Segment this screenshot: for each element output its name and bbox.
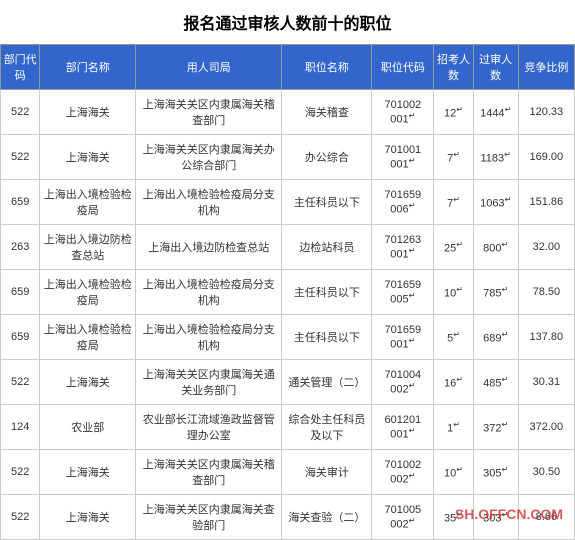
cell-poscode: 601201001↵ [372, 405, 434, 450]
cell-deptname: 上海出入境检验检疫局 [40, 315, 136, 360]
cell-deptname: 上海海关 [40, 495, 136, 540]
cell-position: 通关管理（二） [282, 360, 372, 405]
cell-recruit: 12↵ [434, 90, 473, 135]
cell-bureau: 上海海关关区内隶属海关查验部门 [136, 495, 282, 540]
cell-poscode: 701004002↵ [372, 360, 434, 405]
cell-position: 主任科员以下 [282, 180, 372, 225]
cell-ratio: 372.00 [518, 405, 574, 450]
table-row: 659上海出入境检验检疫局上海出入境检验检疫局分支机构主任科员以下7016590… [1, 180, 575, 225]
table-row: 522上海海关上海海关关区内隶属海关稽查部门海关稽查701002001↵12↵1… [1, 90, 575, 135]
cell-pass: 800↵ [473, 225, 518, 270]
table-row: 263上海出入境边防检查总站上海出入境边防检查总站边检站科员701263001↵… [1, 225, 575, 270]
cell-ratio: 30.31 [518, 360, 574, 405]
cell-ratio: 169.00 [518, 135, 574, 180]
col-header-deptname: 部门名称 [40, 45, 136, 90]
cell-ratio: 78.50 [518, 270, 574, 315]
cell-deptname: 上海海关 [40, 135, 136, 180]
cell-bureau: 上海海关关区内隶属海关通关业务部门 [136, 360, 282, 405]
cell-recruit: 7↵ [434, 180, 473, 225]
cell-deptcode: 263 [1, 225, 40, 270]
cell-deptcode: 522 [1, 90, 40, 135]
cell-bureau: 上海海关关区内隶属海关稽查部门 [136, 450, 282, 495]
cell-recruit: 25↵ [434, 225, 473, 270]
cell-deptcode: 522 [1, 135, 40, 180]
table-row: 659上海出入境检验检疫局上海出入境检验检疫局分支机构主任科员以下7016590… [1, 315, 575, 360]
cell-position: 办公综合 [282, 135, 372, 180]
cell-bureau: 上海出入境边防检查总站 [136, 225, 282, 270]
col-header-pass: 过审人数 [473, 45, 518, 90]
cell-deptcode: 522 [1, 450, 40, 495]
watermark: SH.OFFCN.COM [455, 506, 563, 522]
cell-poscode: 701002002↵ [372, 450, 434, 495]
cell-position: 综合处主任科员及以下 [282, 405, 372, 450]
cell-poscode: 701659001↵ [372, 315, 434, 360]
cell-poscode: 701659006↵ [372, 180, 434, 225]
cell-position: 主任科员以下 [282, 270, 372, 315]
col-header-bureau: 用人司局 [136, 45, 282, 90]
cell-recruit: 10↵ [434, 270, 473, 315]
cell-deptcode: 522 [1, 360, 40, 405]
cell-ratio: 120.33 [518, 90, 574, 135]
cell-poscode: 701001001↵ [372, 135, 434, 180]
table-row: 659上海出入境检验检疫局上海出入境检验检疫局分支机构主任科员以下7016590… [1, 270, 575, 315]
cell-pass: 305↵ [473, 450, 518, 495]
cell-position: 海关稽查 [282, 90, 372, 135]
cell-deptcode: 124 [1, 405, 40, 450]
cell-bureau: 上海出入境检验检疫局分支机构 [136, 270, 282, 315]
cell-deptname: 农业部 [40, 405, 136, 450]
data-table: 部门代码 部门名称 用人司局 职位名称 职位代码 招考人数 过审人数 竞争比例 … [0, 44, 575, 540]
cell-poscode: 701002001↵ [372, 90, 434, 135]
cell-deptname: 上海海关 [40, 450, 136, 495]
cell-ratio: 32.00 [518, 225, 574, 270]
cell-bureau: 上海出入境检验检疫局分支机构 [136, 180, 282, 225]
cell-ratio: 30.50 [518, 450, 574, 495]
cell-recruit: 10↵ [434, 450, 473, 495]
page-title: 报名通过审核人数前十的职位 [0, 0, 575, 44]
cell-deptname: 上海海关 [40, 90, 136, 135]
cell-recruit: 1↵ [434, 405, 473, 450]
cell-recruit: 5↵ [434, 315, 473, 360]
header-row: 部门代码 部门名称 用人司局 职位名称 职位代码 招考人数 过审人数 竞争比例 [1, 45, 575, 90]
cell-ratio: 137.80 [518, 315, 574, 360]
cell-deptcode: 659 [1, 270, 40, 315]
cell-deptname: 上海出入境检验检疫局 [40, 270, 136, 315]
cell-bureau: 上海出入境检验检疫局分支机构 [136, 315, 282, 360]
col-header-ratio: 竞争比例 [518, 45, 574, 90]
cell-position: 边检站科员 [282, 225, 372, 270]
cell-pass: 1183↵ [473, 135, 518, 180]
cell-position: 主任科员以下 [282, 315, 372, 360]
cell-pass: 689↵ [473, 315, 518, 360]
cell-deptcode: 659 [1, 180, 40, 225]
cell-pass: 1063↵ [473, 180, 518, 225]
cell-recruit: 16↵ [434, 360, 473, 405]
cell-deptname: 上海出入境边防检查总站 [40, 225, 136, 270]
cell-position: 海关审计 [282, 450, 372, 495]
cell-poscode: 701659005↵ [372, 270, 434, 315]
cell-bureau: 上海海关关区内隶属海关办公综合部门 [136, 135, 282, 180]
cell-pass: 785↵ [473, 270, 518, 315]
cell-ratio: 151.86 [518, 180, 574, 225]
cell-deptcode: 522 [1, 495, 40, 540]
cell-position: 海关查验（二） [282, 495, 372, 540]
cell-pass: 1444↵ [473, 90, 518, 135]
cell-bureau: 农业部长江流域渔政监督管理办公室 [136, 405, 282, 450]
cell-pass: 372↵ [473, 405, 518, 450]
col-header-poscode: 职位代码 [372, 45, 434, 90]
table-row: 124农业部农业部长江流域渔政监督管理办公室综合处主任科员及以下60120100… [1, 405, 575, 450]
cell-recruit: 7↵ [434, 135, 473, 180]
col-header-recruit: 招考人数 [434, 45, 473, 90]
col-header-deptcode: 部门代码 [1, 45, 40, 90]
cell-deptcode: 659 [1, 315, 40, 360]
cell-deptname: 上海海关 [40, 360, 136, 405]
cell-poscode: 701005002↵ [372, 495, 434, 540]
cell-bureau: 上海海关关区内隶属海关稽查部门 [136, 90, 282, 135]
table-row: 522上海海关上海海关关区内隶属海关通关业务部门通关管理（二）701004002… [1, 360, 575, 405]
cell-pass: 485↵ [473, 360, 518, 405]
col-header-position: 职位名称 [282, 45, 372, 90]
table-row: 522上海海关上海海关关区内隶属海关稽查部门海关审计701002002↵10↵3… [1, 450, 575, 495]
table-row: 522上海海关上海海关关区内隶属海关办公综合部门办公综合701001001↵7↵… [1, 135, 575, 180]
cell-poscode: 701263001↵ [372, 225, 434, 270]
cell-deptname: 上海出入境检验检疫局 [40, 180, 136, 225]
